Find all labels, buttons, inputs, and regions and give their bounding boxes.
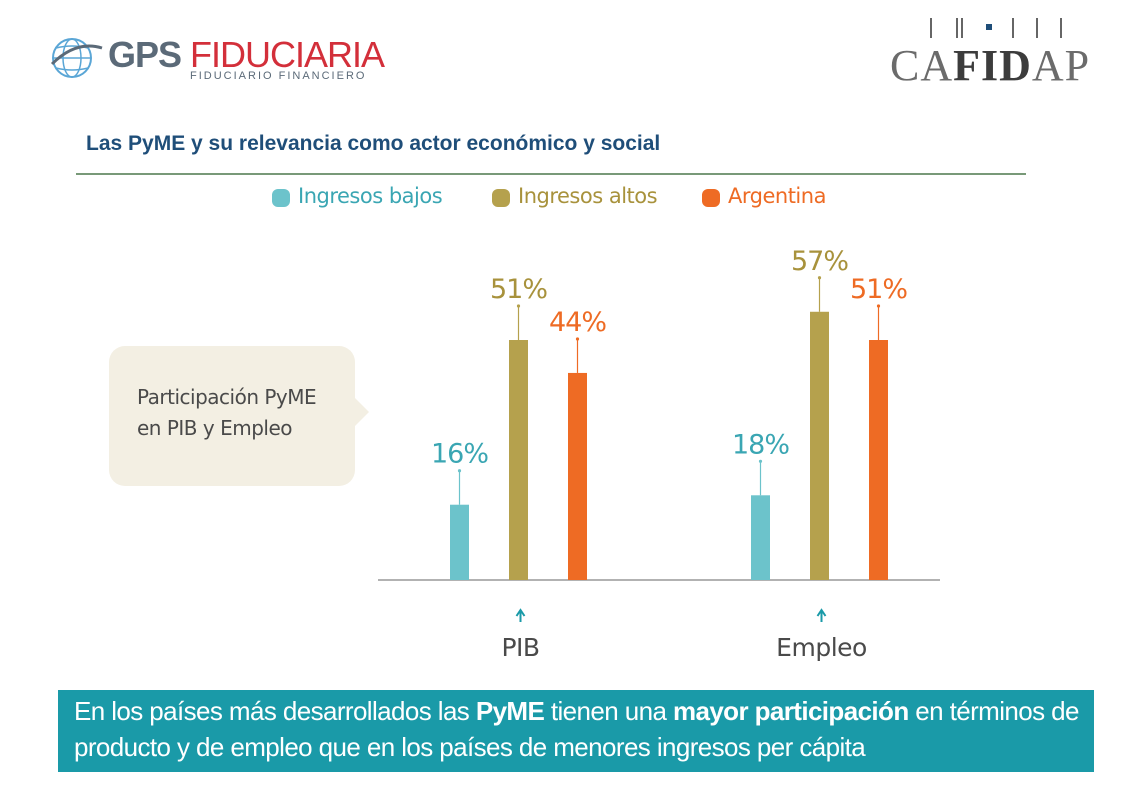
callout-bubble: Participación PyME en PIB y Empleo	[109, 346, 369, 486]
data-label-leader-dot	[457, 469, 462, 473]
data-label: 57%	[791, 246, 848, 277]
bar-empleo-0	[751, 495, 770, 580]
bar-pib-2	[568, 372, 587, 580]
page-title: Las PyME y su relevancia como actor econ…	[86, 132, 661, 155]
data-label: 44%	[549, 307, 606, 338]
globe-icon	[50, 38, 103, 78]
data-label: 16%	[431, 439, 488, 470]
logo-subtitle: FIDUCIARIO FINANCIERO	[190, 70, 367, 82]
data-label-leader-dot	[876, 304, 881, 308]
data-label-leader-dot	[758, 459, 763, 463]
gps-fiduciaria-logo: GPS FIDUCIARIA FIDUCIARIO FINANCIERO	[50, 30, 385, 86]
bar-pib-1	[509, 340, 528, 580]
title-divider	[76, 173, 1026, 175]
arrow-up-icon	[515, 608, 526, 622]
callout-text: Participación PyME en PIB y Empleo	[137, 382, 347, 444]
cafidap-logo: CAFIDAP	[890, 18, 1089, 90]
data-label: 18%	[732, 429, 789, 460]
legend-label: Ingresos altos	[518, 184, 658, 208]
legend-swatch	[702, 189, 720, 207]
data-label-leader-dot	[817, 276, 822, 280]
logo-wordmark: CAFIDAP	[890, 41, 1091, 90]
legend-swatch	[492, 189, 510, 207]
data-label-leader-dot	[575, 337, 580, 341]
logo-bars-icon	[930, 18, 1062, 40]
callout-line-1: Participación PyME	[137, 385, 317, 409]
banner-text: En los países más desarrollados las PyME…	[74, 696, 1079, 762]
logo-brand-text: GPS FIDUCIARIA	[108, 34, 385, 75]
bar-empleo-2	[869, 340, 888, 580]
legend-label: Ingresos bajos	[298, 184, 443, 208]
bar-empleo-1	[810, 311, 829, 580]
category-label: PIB	[501, 633, 539, 662]
category-label: Empleo	[776, 633, 867, 662]
data-label: 51%	[490, 274, 547, 305]
arrow-up-icon	[816, 608, 827, 622]
summary-banner: En los países más desarrollados las PyME…	[58, 690, 1094, 772]
callout-line-2: en PIB y Empleo	[137, 416, 292, 440]
legend-swatch	[272, 189, 290, 207]
legend-label: Argentina	[728, 184, 826, 208]
data-label-leader-dot	[516, 304, 521, 308]
bar-pib-0	[450, 504, 469, 580]
data-label: 51%	[850, 274, 907, 305]
